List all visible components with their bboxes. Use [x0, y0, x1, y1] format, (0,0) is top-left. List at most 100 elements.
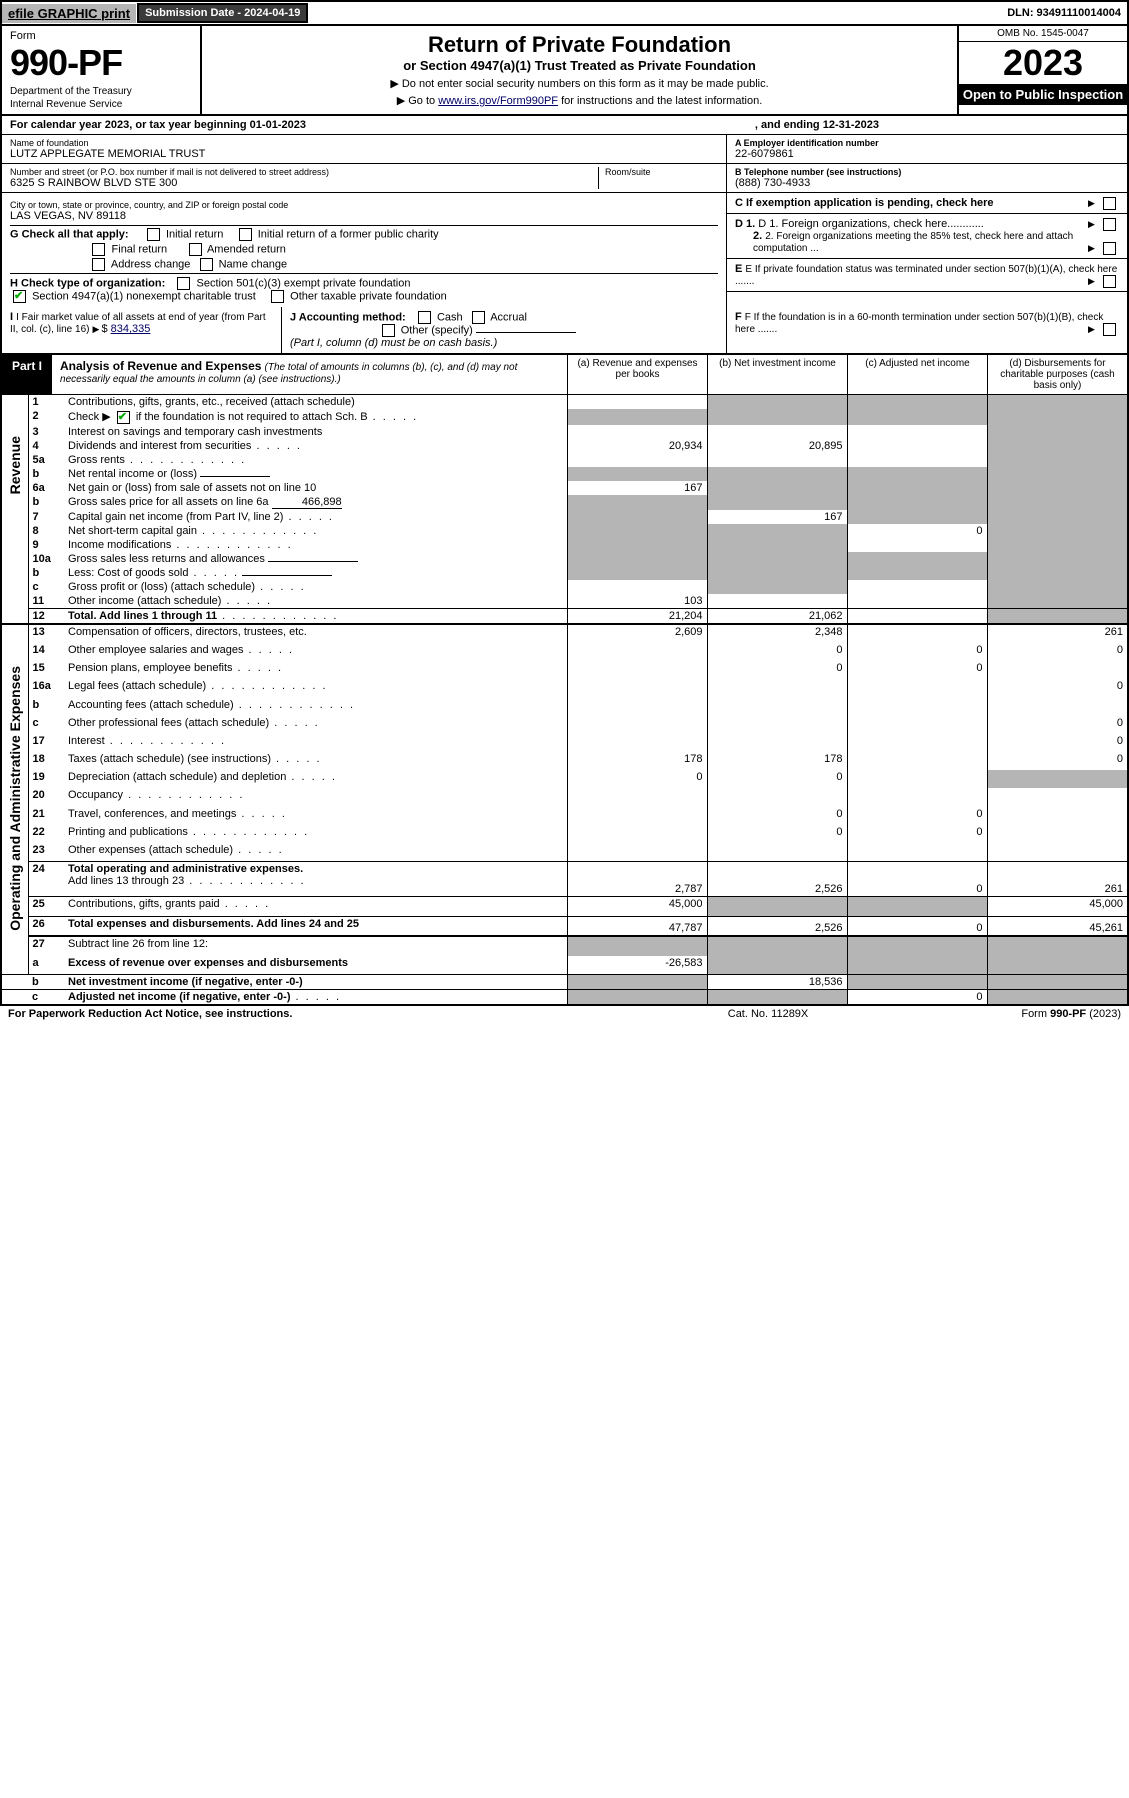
e-label: E If private foundation status was termi… [735, 264, 1117, 287]
irs: Internal Revenue Service [10, 99, 192, 110]
telephone: (888) 730-4933 [735, 177, 1119, 189]
submission-date: Submission Date - 2024-04-19 [137, 3, 308, 23]
line10b: Less: Cost of goods sold [64, 566, 567, 580]
dept: Department of the Treasury [10, 86, 192, 97]
efile-banner: efile GRAPHIC print [2, 4, 136, 23]
line27: Subtract line 26 from line 12: [64, 936, 567, 955]
part1-tag: Part I [2, 355, 52, 394]
col-b-hdr: (b) Net investment income [707, 355, 847, 394]
tel-label: B Telephone number (see instructions) [735, 167, 1119, 177]
city-label: City or town, state or province, country… [10, 200, 718, 210]
accrual-checkbox[interactable] [472, 311, 485, 324]
final-return-checkbox[interactable] [92, 243, 105, 256]
c-label: C If exemption application is pending, c… [735, 197, 994, 209]
line4: Dividends and interest from securities [64, 439, 567, 453]
instr1: ▶ Do not enter social security numbers o… [208, 77, 951, 90]
501c3-checkbox[interactable] [177, 277, 190, 290]
line26: Total expenses and disbursements. Add li… [64, 916, 567, 936]
line7: Capital gain net income (from Part IV, l… [64, 510, 567, 524]
line2: Check ▶ if the foundation is not require… [64, 409, 567, 425]
dln: DLN: 93491110014004 [1001, 5, 1127, 21]
address: 6325 S RAINBOW BLVD STE 300 [10, 177, 598, 189]
d2-checkbox[interactable] [1103, 242, 1116, 255]
h-label: H Check type of organization: [10, 277, 165, 289]
name-change-checkbox[interactable] [200, 258, 213, 271]
revenue-side: Revenue [7, 396, 23, 534]
line5b: Net rental income or (loss) [64, 467, 567, 481]
4947-checkbox[interactable] [13, 290, 26, 303]
subtitle: or Section 4947(a)(1) Trust Treated as P… [208, 58, 951, 73]
j-note: (Part I, column (d) must be on cash basi… [290, 337, 497, 349]
line12: Total. Add lines 1 through 11 [64, 608, 567, 624]
tax-year: 2023 [959, 42, 1127, 84]
page-title: Return of Private Foundation [208, 32, 951, 58]
line27b: Net investment income (if negative, ente… [64, 975, 567, 990]
f-checkbox[interactable] [1103, 323, 1116, 336]
e-checkbox[interactable] [1103, 275, 1116, 288]
line27a: Excess of revenue over expenses and disb… [64, 956, 567, 975]
amended-return-checkbox[interactable] [189, 243, 202, 256]
col-a-hdr: (a) Revenue and expenses per books [567, 355, 707, 394]
line3: Interest on savings and temporary cash i… [64, 425, 567, 439]
d2-label: 2. 2. Foreign organizations meeting the … [735, 230, 1119, 254]
form-number: 990-PF [10, 42, 192, 84]
line21: Travel, conferences, and meetings [64, 807, 567, 825]
room-label: Room/suite [605, 167, 718, 177]
form990pf-link[interactable]: www.irs.gov/Form990PF [438, 95, 558, 107]
line16a: Legal fees (attach schedule) [64, 679, 567, 697]
line22: Printing and publications [64, 825, 567, 843]
calendar-year: For calendar year 2023, or tax year begi… [2, 116, 1127, 135]
line11: Other income (attach schedule) [64, 594, 567, 609]
line9: Income modifications [64, 538, 567, 552]
other-method-checkbox[interactable] [382, 324, 395, 337]
line15: Pension plans, employee benefits [64, 661, 567, 679]
line13: Compensation of officers, directors, tru… [64, 624, 567, 643]
initial-former-checkbox[interactable] [239, 228, 252, 241]
line6a: Net gain or (loss) from sale of assets n… [64, 481, 567, 495]
c-checkbox[interactable] [1103, 197, 1116, 210]
initial-return-checkbox[interactable] [147, 228, 160, 241]
open-public: Open to Public Inspection [959, 84, 1127, 105]
line17: Interest [64, 734, 567, 752]
line5a: Gross rents [64, 453, 567, 467]
ein: 22-6079861 [735, 148, 1119, 160]
line6b: Gross sales price for all assets on line… [64, 495, 567, 510]
addr-label: Number and street (or P.O. box number if… [10, 167, 598, 177]
schb-checkbox[interactable] [117, 411, 130, 424]
other-taxable-checkbox[interactable] [271, 290, 284, 303]
form-label: Form [10, 30, 192, 42]
expenses-side: Operating and Administrative Expenses [7, 626, 23, 971]
name-label: Name of foundation [10, 138, 718, 148]
fmv-link[interactable]: 834,335 [111, 323, 151, 335]
footer-cat: Cat. No. 11289X [515, 1008, 1022, 1020]
footer-left: For Paperwork Reduction Act Notice, see … [8, 1008, 515, 1020]
cash-checkbox[interactable] [418, 311, 431, 324]
line14: Other employee salaries and wages [64, 643, 567, 661]
instr2: ▶ Go to www.irs.gov/Form990PF for instru… [208, 94, 951, 107]
address-change-checkbox[interactable] [92, 258, 105, 271]
foundation-name: LUTZ APPLEGATE MEMORIAL TRUST [10, 148, 718, 160]
line20: Occupancy [64, 788, 567, 806]
footer-form: Form 990-PF (2023) [1021, 1008, 1121, 1020]
d1-label: D 1. D 1. Foreign organizations, check h… [735, 218, 1119, 230]
ein-label: A Employer identification number [735, 138, 1119, 148]
g-section: G Check all that apply: Initial return I… [10, 228, 718, 241]
line16c: Other professional fees (attach schedule… [64, 716, 567, 734]
part1-title: Analysis of Revenue and Expenses [60, 359, 261, 373]
line19: Depreciation (attach schedule) and deple… [64, 770, 567, 788]
omb: OMB No. 1545-0047 [959, 26, 1127, 42]
city: LAS VEGAS, NV 89118 [10, 210, 718, 222]
line25: Contributions, gifts, grants paid [64, 897, 567, 916]
col-c-hdr: (c) Adjusted net income [847, 355, 987, 394]
line10a: Gross sales less returns and allowances [64, 552, 567, 566]
d1-checkbox[interactable] [1103, 218, 1116, 231]
line1: Contributions, gifts, grants, etc., rece… [64, 395, 567, 409]
line8: Net short-term capital gain [64, 524, 567, 538]
line27c: Adjusted net income (if negative, enter … [64, 990, 567, 1005]
line23: Other expenses (attach schedule) [64, 843, 567, 862]
line16b: Accounting fees (attach schedule) [64, 698, 567, 716]
col-d-hdr: (d) Disbursements for charitable purpose… [987, 355, 1127, 394]
f-label: F If the foundation is in a 60-month ter… [735, 312, 1103, 335]
line18: Taxes (attach schedule) (see instruction… [64, 752, 567, 770]
line10c: Gross profit or (loss) (attach schedule) [64, 580, 567, 594]
